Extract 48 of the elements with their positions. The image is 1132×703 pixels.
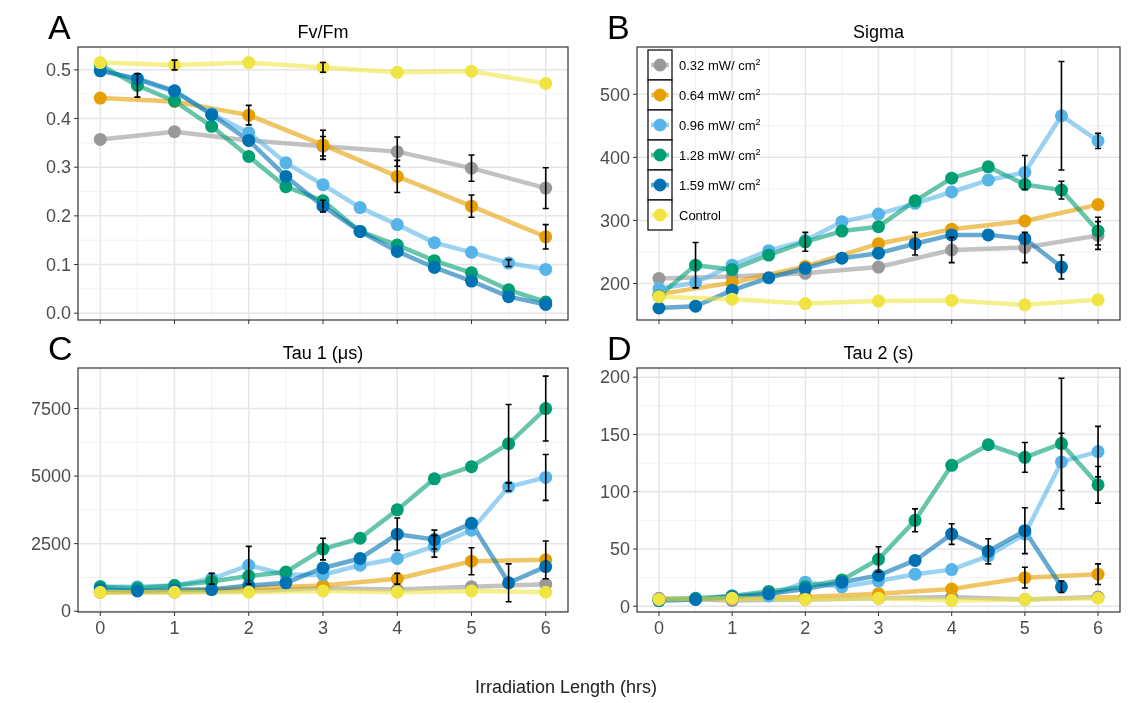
text: A <box>48 8 71 46</box>
x-tick-label: 4 <box>946 618 957 638</box>
y-tick-label: 0.0 <box>45 303 71 324</box>
y-tick-label: 0 <box>619 596 630 617</box>
x-tick-label: 2 <box>800 618 811 638</box>
legend-label: Control <box>679 207 722 223</box>
x-tick-label: 1 <box>169 618 180 638</box>
y-tick-label: 400 <box>599 147 630 168</box>
y-tick-label: 0.4 <box>45 108 71 129</box>
x-tick-label: 2 <box>243 618 254 638</box>
x-tick-label: 5 <box>466 618 477 638</box>
chart-title: Sigma <box>852 22 905 42</box>
y-tick-label: 50 <box>609 539 630 560</box>
chart-title: Tau 2 (s) <box>843 343 914 363</box>
y-tick-label: 100 <box>599 482 630 503</box>
y-tick-label: 500 <box>599 84 630 105</box>
legend-label: 0.32 mW/ cm$^{2}$ <box>679 56 761 73</box>
legend-label: 0.96 mW/ cm$^{2}$ <box>679 116 761 133</box>
chart-title: Tau 1 (μs) <box>282 343 364 363</box>
legend-label: 0.64 mW/ cm$^{2}$ <box>679 86 761 103</box>
x-tick-label: 4 <box>392 618 403 638</box>
y-tick-label: 0.1 <box>45 254 71 275</box>
x-tick-label: 6 <box>540 618 551 638</box>
y-tick-label: 0.3 <box>45 157 71 178</box>
text: C <box>48 329 73 367</box>
text: B <box>607 8 630 46</box>
legend-label: 1.28 mW/ cm$^{2}$ <box>679 146 761 163</box>
y-tick-label: 7500 <box>30 398 71 419</box>
text: D <box>607 329 632 367</box>
x-tick-label: 3 <box>873 618 884 638</box>
y-tick-label: 0 <box>60 601 71 622</box>
legend-label: 1.59 mW/ cm$^{2}$ <box>679 176 761 193</box>
x-axis-title: Irradiation Length (hrs) <box>474 677 658 697</box>
y-tick-label: 0.5 <box>45 60 71 81</box>
y-tick-label: 300 <box>599 210 630 231</box>
y-tick-label: 200 <box>599 367 630 388</box>
y-tick-label: 150 <box>599 424 630 445</box>
x-tick-label: 1 <box>727 618 738 638</box>
x-tick-label: 3 <box>317 618 329 638</box>
y-tick-label: 5000 <box>30 466 71 487</box>
y-tick-label: 2500 <box>30 533 71 554</box>
x-tick-label: 0 <box>653 618 664 638</box>
chart-title: Fv/Fm <box>297 22 349 42</box>
x-tick-label: 0 <box>95 618 106 638</box>
x-tick-label: 5 <box>1019 618 1030 638</box>
y-tick-label: 200 <box>599 273 630 294</box>
x-tick-label: 6 <box>1093 618 1104 638</box>
y-tick-label: 0.2 <box>45 206 71 227</box>
